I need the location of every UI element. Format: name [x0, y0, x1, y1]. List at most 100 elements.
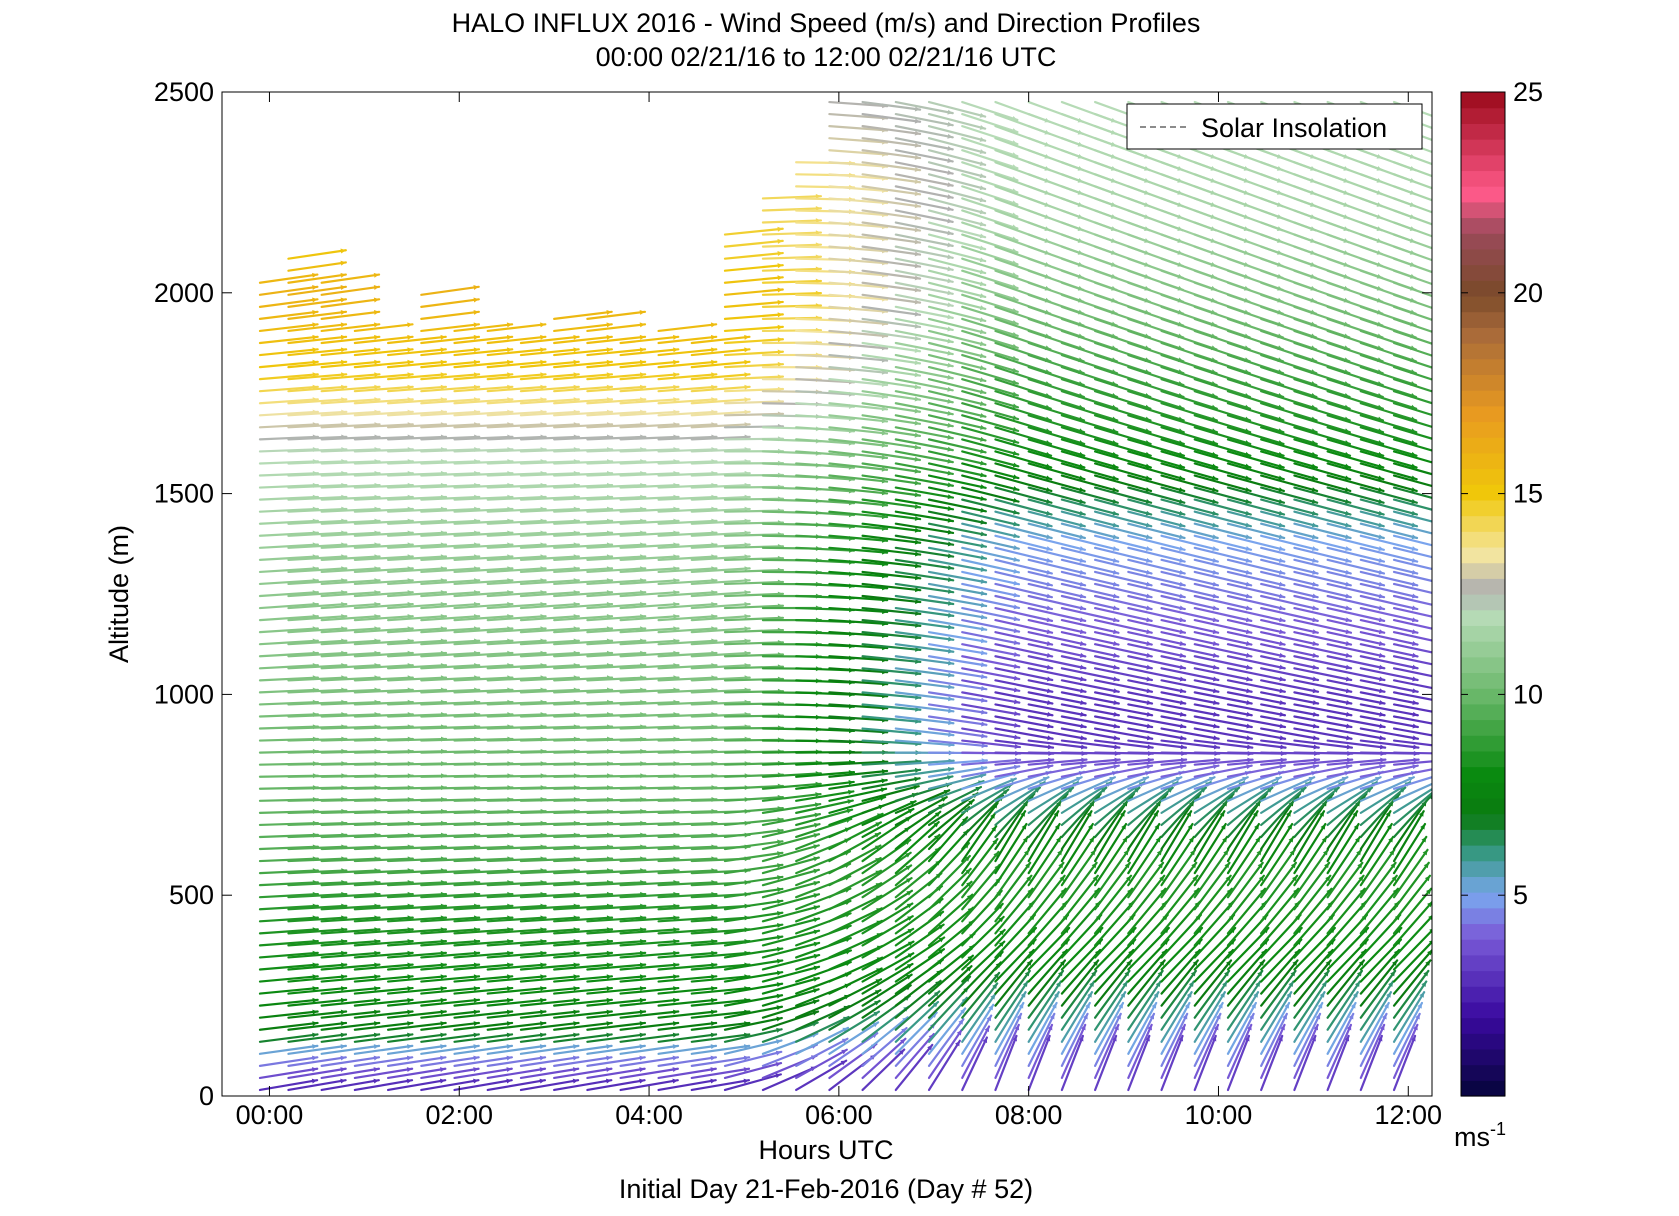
y-tick-label: 0 — [199, 1081, 214, 1111]
wind-arrow — [320, 1009, 381, 1019]
wind-arrow — [519, 1021, 580, 1031]
colorbar-tick-label: 5 — [1513, 880, 1528, 910]
wind-arrow — [761, 812, 822, 827]
wind-arrow — [619, 938, 680, 947]
wind-arrow — [353, 997, 414, 1007]
wind-arrow — [486, 962, 547, 971]
wind-arrow — [320, 950, 381, 959]
wind-arrow — [486, 359, 547, 369]
wind-arrow — [723, 851, 784, 863]
wind-arrow — [723, 970, 784, 983]
wind-arrow — [486, 938, 547, 947]
wind-arrow — [320, 297, 381, 308]
wind-arrow — [723, 1061, 783, 1080]
wind-arrow — [519, 986, 580, 995]
wind-arrow — [453, 322, 514, 333]
y-tick-label: 1000 — [154, 679, 214, 709]
wind-arrow — [320, 1021, 381, 1031]
wind-arrow — [657, 1067, 717, 1080]
wind-arrow — [619, 1009, 680, 1019]
wind-arrow — [586, 334, 647, 345]
colorbar-cell — [1461, 939, 1505, 956]
wind-arrow — [320, 938, 381, 947]
wind-arrow — [553, 309, 613, 321]
wind-arrow — [761, 844, 820, 863]
wind-arrow — [553, 1067, 613, 1080]
wind-arrow — [619, 1067, 679, 1080]
wind-arrow — [690, 1078, 751, 1092]
wind-arrow — [353, 347, 414, 357]
wind-arrow — [353, 1078, 414, 1092]
wind-arrow — [723, 887, 784, 899]
wind-arrow — [690, 1055, 751, 1067]
wind-arrow — [258, 309, 319, 321]
colorbar-cell — [1461, 829, 1505, 846]
wind-arrow — [723, 958, 784, 971]
wind-arrow — [420, 1055, 480, 1067]
wind-arrow — [723, 238, 784, 248]
wind-arrow — [723, 349, 784, 357]
wind-arrow — [287, 297, 348, 308]
wind-arrow — [657, 1021, 718, 1031]
wind-arrow — [586, 372, 647, 381]
wind-arrow — [386, 1055, 447, 1067]
wind-arrow — [320, 1055, 381, 1067]
wind-arrow — [353, 974, 414, 983]
wind-arrow — [453, 347, 514, 357]
wind-arrow — [486, 974, 547, 983]
wind-arrow — [453, 359, 514, 369]
legend-label: Solar Insolation — [1201, 113, 1387, 143]
wind-arrow — [320, 334, 381, 345]
colorbar-cell — [1461, 641, 1505, 658]
wind-arrow — [761, 822, 821, 839]
wind-arrow — [519, 1044, 580, 1055]
wind-arrow — [723, 922, 784, 935]
wind-arrow — [657, 1055, 718, 1067]
wind-arrow — [353, 1044, 414, 1055]
colorbar-cell — [1461, 531, 1505, 548]
colorbar-cell — [1461, 954, 1505, 972]
wind-arrow — [553, 962, 614, 971]
wind-arrow — [619, 1044, 680, 1055]
wind-arrow — [761, 953, 821, 971]
wind-arrow — [258, 322, 319, 333]
wind-arrow — [519, 334, 580, 345]
wind-arrow — [420, 285, 480, 296]
wind-arrow — [420, 322, 481, 333]
wind-arrow — [553, 334, 613, 345]
wind-arrow — [486, 384, 547, 393]
wind-arrow — [353, 1032, 414, 1043]
colorbar-cell — [1461, 437, 1505, 454]
wind-arrow — [486, 1021, 547, 1031]
colorbar-cell — [1461, 656, 1505, 674]
wind-arrow — [386, 334, 447, 345]
wind-arrow — [519, 1009, 580, 1019]
colorbar-cell — [1461, 468, 1505, 485]
colorbar-cell — [1461, 201, 1505, 219]
wind-arrow — [690, 578, 751, 586]
wind-arrow — [619, 950, 680, 959]
wind-arrow — [723, 863, 784, 875]
wind-arrow — [761, 833, 821, 851]
wind-arrow — [690, 554, 751, 561]
wind-arrow — [320, 986, 381, 995]
wind-arrow — [386, 1021, 447, 1031]
wind-arrow — [553, 938, 614, 947]
colorbar-cell — [1461, 327, 1505, 344]
colorbar-cell — [1461, 217, 1505, 234]
wind-arrow — [619, 384, 680, 393]
wind-arrow — [553, 347, 613, 357]
wind-arrow — [553, 384, 614, 393]
wind-arrow — [486, 997, 547, 1007]
wind-arrow — [287, 1032, 348, 1043]
colorbar-cell — [1461, 625, 1505, 642]
wind-arrow — [287, 285, 347, 296]
wind-arrow — [619, 1032, 680, 1043]
wind-arrow — [761, 792, 822, 802]
colorbar-cell — [1461, 766, 1505, 783]
wind-arrow — [353, 322, 414, 333]
wind-arrow — [619, 601, 680, 610]
wind-arrow — [453, 1032, 514, 1043]
wind-arrow — [486, 1032, 547, 1043]
wind-arrow — [586, 347, 647, 357]
